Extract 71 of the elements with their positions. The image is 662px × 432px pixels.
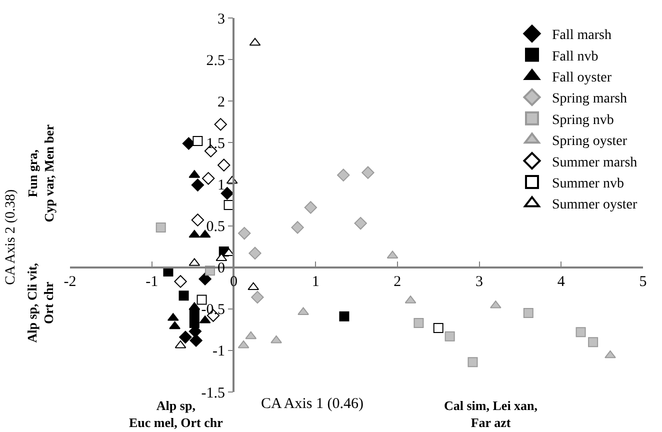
x-tick-label: 1 <box>312 274 320 290</box>
point <box>214 118 227 131</box>
point <box>576 327 586 338</box>
legend-label: Summer oyster <box>552 198 638 213</box>
legend-label: Spring nvb <box>552 112 614 128</box>
point <box>189 318 200 328</box>
x-tick-label: -2 <box>64 274 76 290</box>
x-tick-label: -1 <box>146 274 158 290</box>
point <box>178 290 189 301</box>
point <box>245 331 257 340</box>
y-tick-label: 1.5 <box>206 136 225 152</box>
text: Alp sp, Cli vit, Ort chr <box>24 262 56 343</box>
point <box>174 275 187 288</box>
point <box>174 340 186 348</box>
point <box>433 323 444 333</box>
point <box>468 357 478 368</box>
x-tick-label: 5 <box>639 274 647 290</box>
point <box>192 136 203 146</box>
y-tick-label: -1 <box>212 344 225 360</box>
x-tick-label: 3 <box>476 274 484 290</box>
point <box>238 226 251 240</box>
legend-label: Summer marsh <box>552 155 638 170</box>
point <box>198 272 212 286</box>
point <box>218 158 230 172</box>
point <box>169 321 180 330</box>
point <box>238 340 250 348</box>
legend-label: Fall nvb <box>552 49 598 64</box>
point <box>196 294 207 305</box>
point <box>354 216 367 230</box>
text: Cal sim, Lei xan, Far azt <box>444 398 538 430</box>
y-tick-label: 3 <box>217 11 225 28</box>
point <box>179 330 192 344</box>
text: Fun gra, Cyp var, Men ber <box>24 124 57 222</box>
point <box>191 178 204 192</box>
y-tick-label: 0 <box>217 260 225 277</box>
point <box>251 290 264 304</box>
point <box>156 222 166 232</box>
y-tick-label: 2.5 <box>206 52 225 69</box>
point <box>248 246 262 260</box>
point <box>339 311 350 322</box>
point <box>362 166 374 179</box>
point <box>202 172 215 185</box>
point <box>190 334 202 347</box>
legend-label: Spring marsh <box>552 92 628 107</box>
point <box>270 335 282 344</box>
y-tick-label: 1 <box>217 177 225 194</box>
x-tick-label: 0 <box>230 274 238 290</box>
legend-label: Fall marsh <box>552 28 612 44</box>
point <box>414 318 424 328</box>
y-tick-label: 0.5 <box>206 219 225 236</box>
legend-label: Spring oyster <box>552 134 628 150</box>
point <box>337 168 350 182</box>
point <box>523 308 534 318</box>
legend-label: Fall oyster <box>552 70 612 86</box>
legend-label: Summer nvb <box>552 176 624 192</box>
y-axis-title: CA Axis 2 (0.38) <box>3 189 18 286</box>
point <box>188 230 200 238</box>
x-tick-label: 4 <box>557 274 566 290</box>
point <box>249 38 261 46</box>
x-axis-title: CA Axis 1 (0.46) <box>261 396 364 412</box>
point <box>604 350 616 358</box>
x-tick-label: 2 <box>394 274 402 290</box>
point <box>588 337 598 348</box>
y-tick-label: 2 <box>217 94 225 110</box>
point <box>199 230 211 238</box>
point <box>291 221 304 234</box>
point <box>304 201 318 214</box>
point <box>191 214 204 226</box>
point <box>444 331 455 342</box>
point <box>248 282 260 290</box>
y-tick-label: -0.5 <box>201 302 225 318</box>
